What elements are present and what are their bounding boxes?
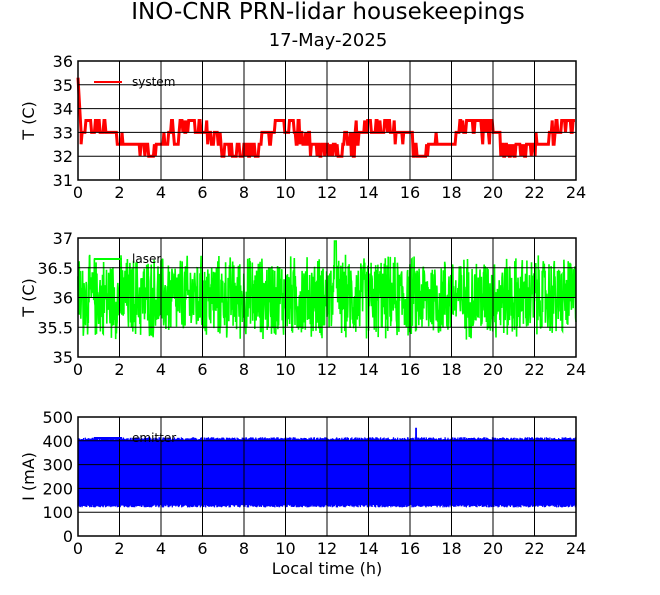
x-tick-label: 20 — [483, 360, 503, 379]
x-tick-label: 10 — [275, 360, 295, 379]
x-tick-label: 20 — [483, 183, 503, 202]
x-tick-label: 18 — [441, 360, 461, 379]
x-tick-label: 10 — [275, 183, 295, 202]
x-tick-label: 8 — [239, 183, 249, 202]
x-tick-label: 22 — [524, 360, 544, 379]
x-tick-label: 4 — [156, 183, 166, 202]
legend-label: system — [132, 75, 175, 89]
x-tick-label: 6 — [197, 539, 207, 558]
plot-frame — [77, 237, 577, 358]
x-tick-label: 12 — [317, 183, 337, 202]
x-tick-label: 0 — [73, 539, 83, 558]
x-tick-label: 16 — [400, 183, 420, 202]
y-tick-label: 33 — [53, 123, 73, 142]
x-tick-label: 2 — [114, 183, 124, 202]
x-tick-label: 14 — [358, 360, 378, 379]
x-tick-label: 16 — [400, 539, 420, 558]
y-tick-label: 34 — [53, 100, 73, 119]
y-tick-label: 36 — [53, 52, 73, 71]
x-tick-label: 16 — [400, 360, 420, 379]
x-tick-label: 8 — [239, 360, 249, 379]
x-tick-label: 12 — [317, 360, 337, 379]
y-tick-label: 100 — [42, 503, 73, 522]
y-axis-label: T (C) — [19, 101, 38, 141]
x-tick-label: 0 — [73, 360, 83, 379]
x-tick-label: 14 — [358, 183, 378, 202]
x-tick-label: 22 — [524, 183, 544, 202]
x-tick-label: 18 — [441, 183, 461, 202]
y-tick-label: 35 — [53, 76, 73, 95]
y-tick-label: 32 — [53, 147, 73, 166]
y-axis-label: T (C) — [19, 278, 38, 318]
y-tick-label: 0 — [63, 527, 73, 546]
x-tick-label: 14 — [358, 539, 378, 558]
x-tick-label: 2 — [114, 539, 124, 558]
x-axis-label: Local time (h) — [272, 559, 382, 578]
y-tick-label: 36.5 — [37, 259, 73, 278]
legend-label: emitter — [132, 431, 176, 445]
y-tick-label: 35.5 — [37, 318, 73, 337]
x-tick-label: 24 — [566, 539, 586, 558]
y-tick-label: 400 — [42, 432, 73, 451]
figure-title: INO-CNR PRN-lidar housekeepings — [131, 0, 525, 25]
x-tick-label: 24 — [566, 183, 586, 202]
x-tick-label: 8 — [239, 539, 249, 558]
y-tick-label: 31 — [53, 171, 73, 190]
x-tick-label: 6 — [197, 183, 207, 202]
legend-label: laser — [132, 252, 161, 266]
x-tick-label: 10 — [275, 539, 295, 558]
y-tick-label: 200 — [42, 479, 73, 498]
x-tick-label: 0 — [73, 183, 83, 202]
x-tick-label: 22 — [524, 539, 544, 558]
x-tick-label: 20 — [483, 539, 503, 558]
x-tick-label: 6 — [197, 360, 207, 379]
y-tick-label: 300 — [42, 456, 73, 475]
plot-frame — [77, 60, 577, 181]
y-tick-label: 500 — [42, 408, 73, 427]
x-tick-label: 18 — [441, 539, 461, 558]
x-tick-label: 24 — [566, 360, 586, 379]
x-tick-label: 4 — [156, 539, 166, 558]
y-axis-label: I (mA) — [19, 452, 38, 501]
x-tick-label: 2 — [114, 360, 124, 379]
plot-frame — [77, 416, 577, 537]
x-tick-label: 12 — [317, 539, 337, 558]
y-tick-label: 36 — [53, 289, 73, 308]
y-tick-label: 37 — [53, 229, 73, 248]
x-tick-label: 4 — [156, 360, 166, 379]
y-tick-label: 35 — [53, 348, 73, 367]
figure-subtitle: 17-May-2025 — [269, 30, 388, 51]
